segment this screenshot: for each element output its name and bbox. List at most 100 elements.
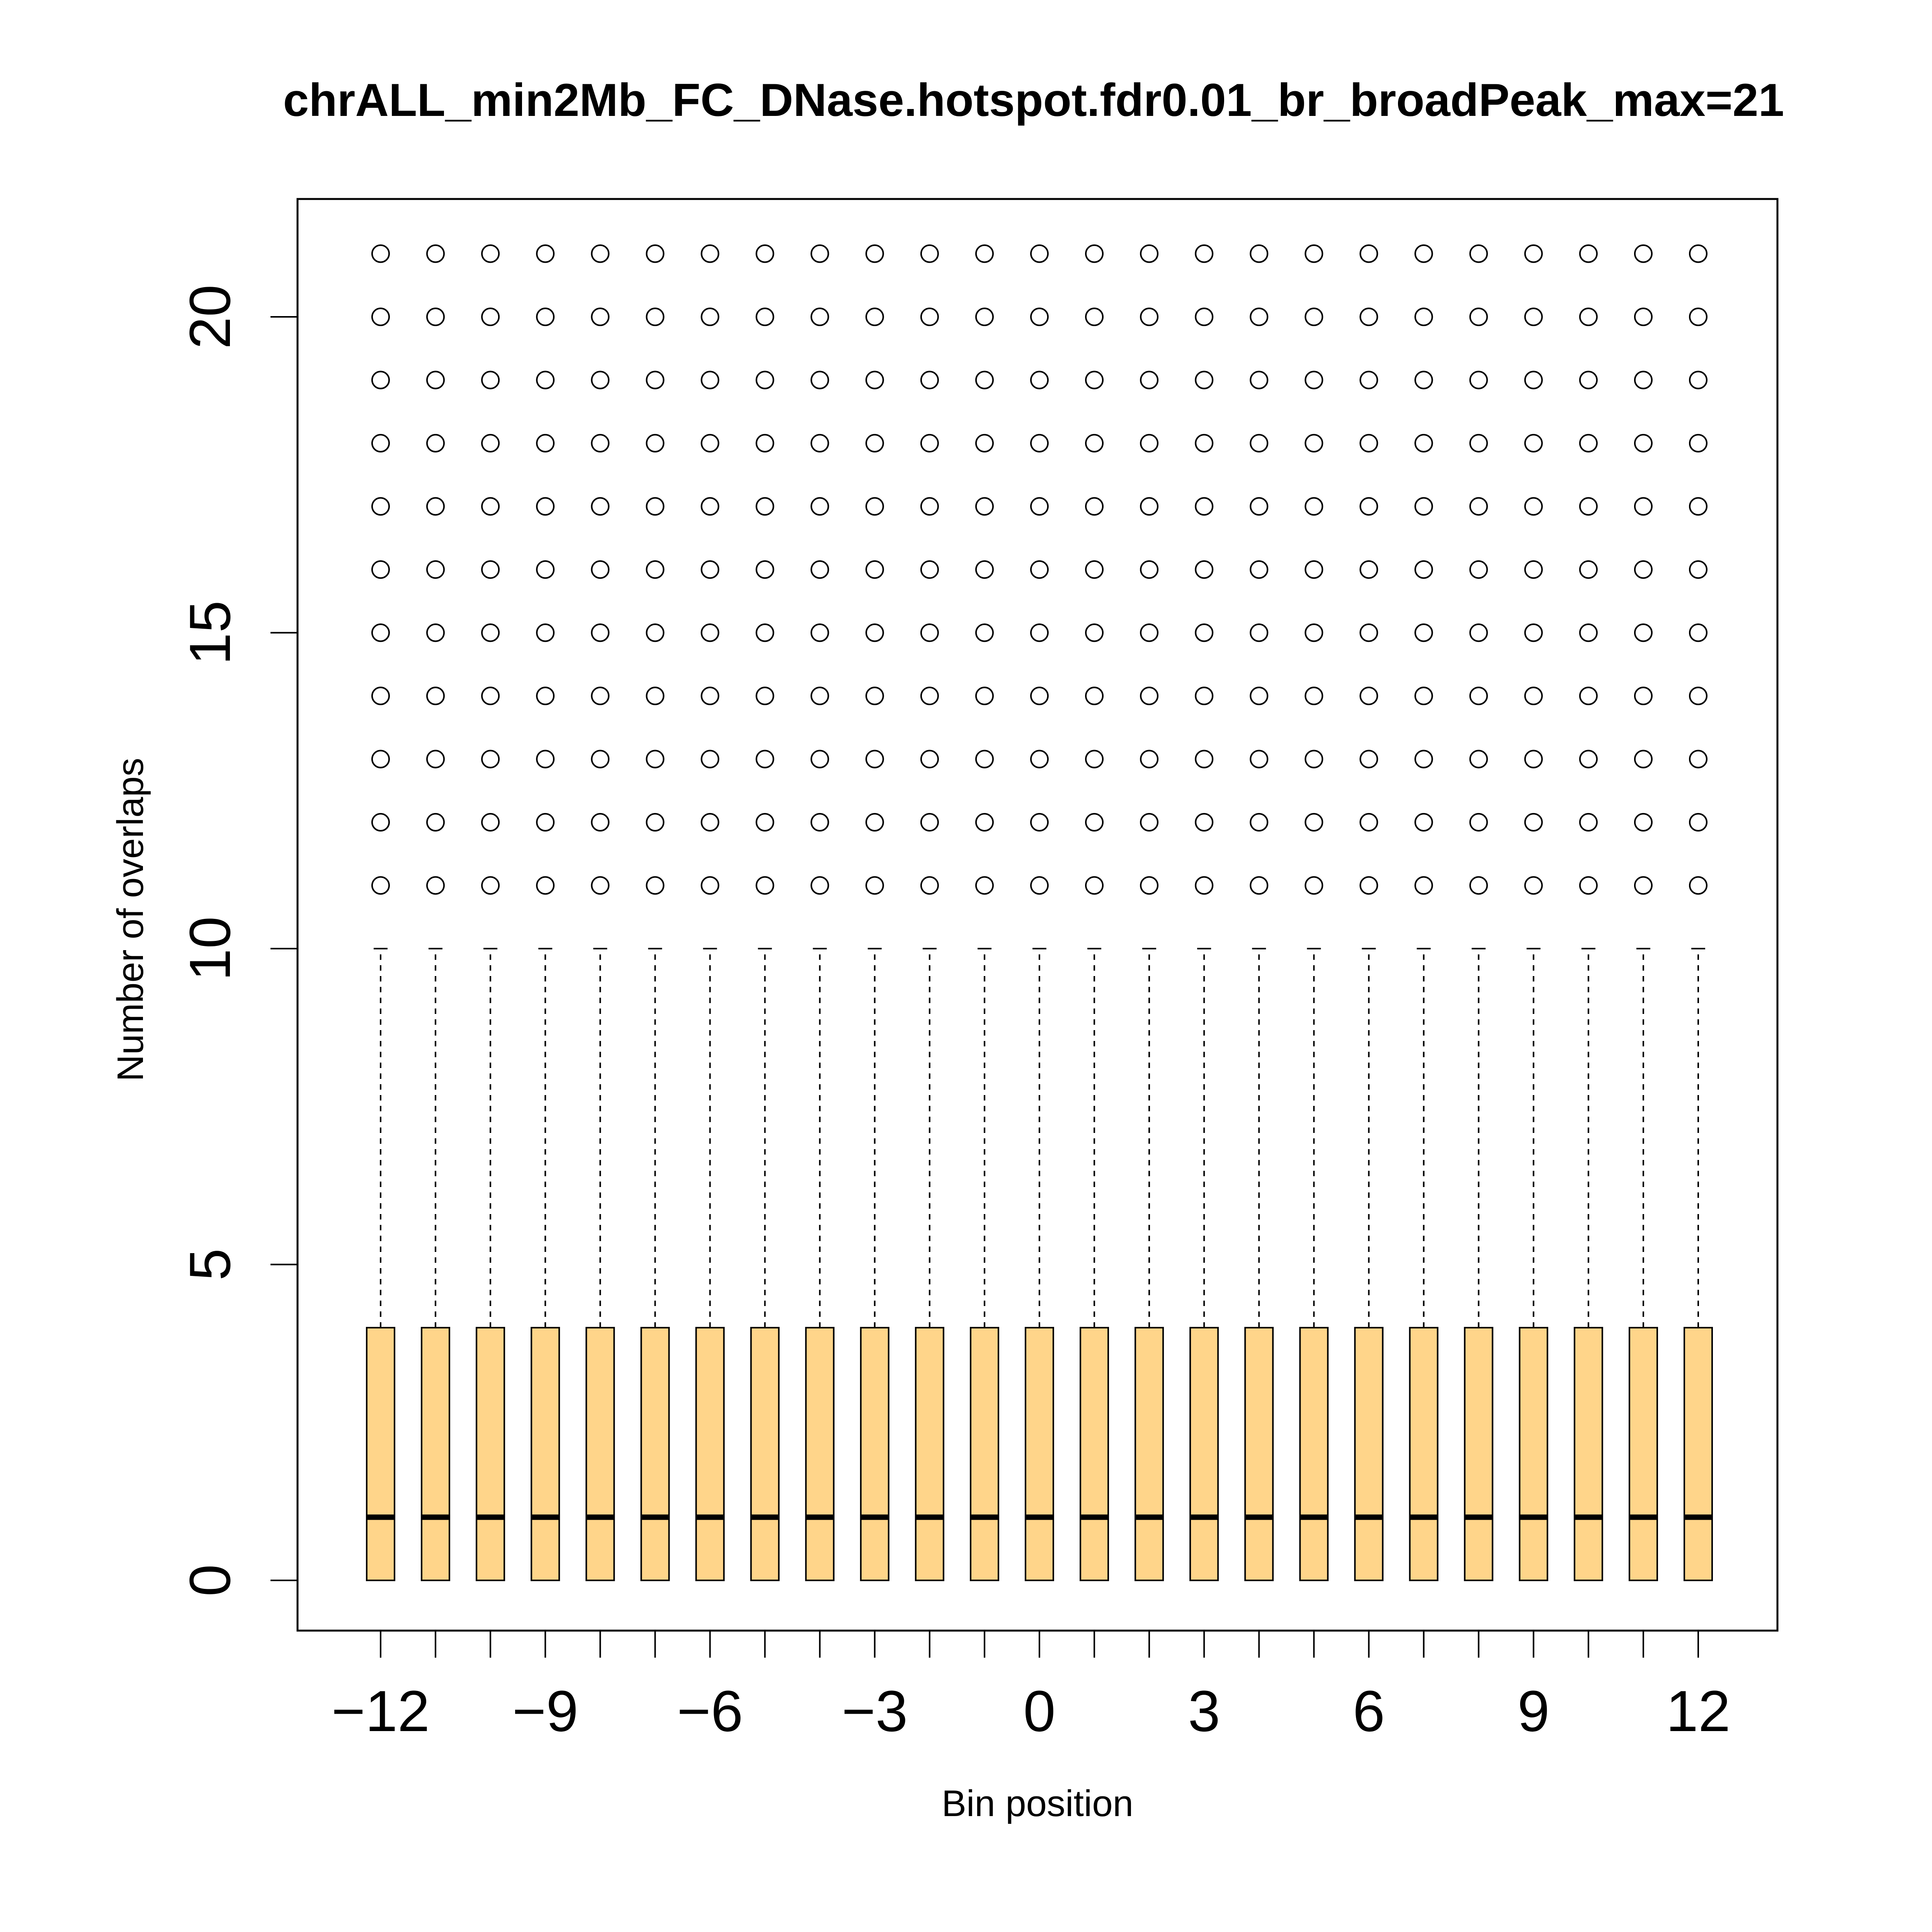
x-tick-label: −12 [332,1679,430,1743]
outlier-point [371,560,390,579]
box-iqr [1628,1327,1658,1581]
outlier-point [1689,623,1708,642]
outlier-point [1359,623,1378,642]
outlier-point [865,687,884,705]
outlier-point [1634,308,1653,326]
box-group [805,244,835,1581]
outlier-point [701,434,719,452]
outlier-point [1195,308,1214,326]
outlier-point [1195,497,1214,516]
outlier-point [481,244,500,263]
outlier-point [1030,308,1049,326]
box-iqr [860,1327,889,1581]
outlier-point [1524,876,1543,895]
outlier-point [701,371,719,389]
outlier-point [1140,623,1159,642]
outlier-point [1689,371,1708,389]
outlier-point [1030,687,1049,705]
outlier-point [701,244,719,263]
box-group [1244,244,1274,1581]
outlier-point [975,750,994,769]
outlier-point [975,244,994,263]
box-iqr [1684,1327,1713,1581]
outlier-point [1195,750,1214,769]
outlier-point [536,750,555,769]
outlier-point [1524,560,1543,579]
outlier-point [1304,623,1323,642]
outlier-point [536,244,555,263]
box-group [695,244,725,1581]
outlier-point [371,244,390,263]
outlier-point [1250,497,1269,516]
outlier-point [426,371,445,389]
outlier-point [701,623,719,642]
outlier-point [1524,434,1543,452]
outlier-point [701,813,719,832]
x-tick-label: 12 [1666,1679,1731,1743]
box-iqr [1025,1327,1054,1581]
box-iqr [1354,1327,1384,1581]
outlier-point [1250,750,1269,769]
outlier-point [1414,371,1433,389]
box-group [1573,244,1603,1581]
outlier-point [865,434,884,452]
box-group [421,244,451,1581]
y-tick-label: 0 [177,1564,242,1596]
outlier-point [1579,497,1598,516]
outlier-point [591,813,610,832]
box-iqr [1299,1327,1329,1581]
outlier-point [646,308,665,326]
outlier-point [1359,244,1378,263]
outlier-point [1469,687,1488,705]
outlier-point [1140,497,1159,516]
outlier-point [1195,434,1214,452]
outlier-point [426,813,445,832]
outlier-point [975,560,994,579]
outlier-point [1414,876,1433,895]
outlier-point [1085,308,1104,326]
outlier-point [1085,750,1104,769]
outlier-point [371,750,390,769]
outlier-point [591,876,610,895]
outlier-point [920,876,939,895]
outlier-point [1524,623,1543,642]
outlier-point [865,560,884,579]
outlier-point [1030,560,1049,579]
outlier-point [646,244,665,263]
outlier-point [975,876,994,895]
outlier-point [920,687,939,705]
outlier-point [1579,687,1598,705]
outlier-point [371,687,390,705]
outlier-point [1689,560,1708,579]
outlier-point [1359,434,1378,452]
outlier-point [975,434,994,452]
outlier-point [1195,687,1214,705]
outlier-point [371,813,390,832]
outlier-point [1579,750,1598,769]
outlier-point [1195,623,1214,642]
outlier-point [1250,244,1269,263]
outlier-point [865,750,884,769]
outlier-point [1359,687,1378,705]
outlier-point [920,750,939,769]
outlier-point [755,687,774,705]
y-tick-label: 10 [177,917,242,981]
outlier-point [1304,560,1323,579]
outlier-point [1304,371,1323,389]
outlier-point [1524,750,1543,769]
outlier-point [1579,371,1598,389]
outlier-point [1524,813,1543,832]
outlier-point [481,434,500,452]
outlier-point [1414,813,1433,832]
outlier-point [1524,371,1543,389]
outlier-point [1304,308,1323,326]
boxes-layer [366,244,1713,1581]
outlier-point [646,750,665,769]
outlier-point [920,497,939,516]
outlier-point [755,497,774,516]
outlier-point [591,308,610,326]
outlier-point [865,623,884,642]
outlier-point [1085,371,1104,389]
outlier-point [426,244,445,263]
outlier-point [1304,750,1323,769]
